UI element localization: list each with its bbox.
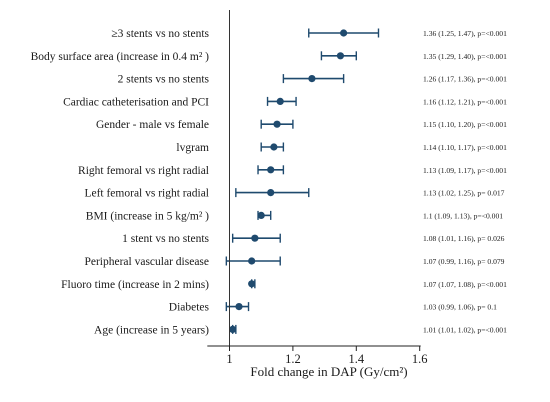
point-estimate — [276, 97, 284, 105]
forest-row: Right femoral vs right radial 1.13 (1.09,… — [78, 165, 507, 177]
forest-row: BMI (increase in 5 kg/m² ) 1.1 (1.09, 1.1… — [86, 210, 503, 222]
estimate-text: 1.07 (0.99, 1.16), p= 0.079 — [423, 257, 505, 266]
estimate-text: 1.07 (1.07, 1.08), p=<0.001 — [423, 280, 507, 289]
estimate-text: 1.35 (1.29, 1.40), p=<0.001 — [423, 52, 507, 61]
row-label: Age (increase in 5 years) — [94, 324, 209, 336]
x-axis-ticks: 1 1.2 1.4 1.6 — [226, 346, 428, 366]
point-estimate — [267, 166, 275, 174]
forest-row: Peripheral vascular disease 1.07 (0.99, 1… — [84, 256, 504, 268]
row-label: 1 stent vs no stents — [122, 233, 209, 245]
estimate-text: 1.15 (1.10, 1.20), p=<0.001 — [423, 120, 507, 129]
point-estimate — [336, 52, 345, 60]
forest-row: ≥3 stents vs no stents 1.36 (1.25, 1.47),… — [111, 28, 507, 40]
forest-row: Left femoral vs right radial 1.13 (1.02, … — [84, 188, 504, 200]
estimate-text: 1.13 (1.09, 1.17), p=<0.001 — [423, 166, 507, 175]
estimate-text: 1.1 (1.09, 1.13), p=<0.001 — [423, 211, 503, 220]
estimate-text: 1.03 (0.99, 1.06), p= 0.1 — [423, 303, 497, 312]
point-estimate — [235, 303, 243, 311]
forest-row: Cardiac catheterisation and PCI 1.16 (1.1… — [63, 96, 507, 108]
point-estimate — [248, 257, 256, 265]
point-estimate — [267, 189, 275, 197]
row-label: Peripheral vascular disease — [84, 256, 209, 268]
x-tick-label: 1.4 — [348, 352, 364, 366]
estimate-text: 1.14 (1.10, 1.17), p=<0.001 — [423, 143, 507, 152]
row-label: BMI (increase in 5 kg/m² ) — [86, 210, 209, 222]
point-estimate — [308, 75, 316, 83]
forest-row: Body surface area (increase in 0.4 m² ) 1… — [31, 51, 508, 63]
row-label: ≥3 stents vs no stents — [111, 28, 209, 40]
forest-row: Diabetes 1.03 (0.99, 1.06), p= 0.1 — [169, 302, 497, 314]
x-axis-title: Fold change in DAP (Gy/cm²) — [250, 364, 407, 379]
row-label: Gender - male vs female — [96, 119, 209, 131]
x-tick-label: 1 — [226, 352, 232, 366]
forest-row: 1 stent vs no stents 1.08 (1.01, 1.16), p… — [122, 233, 505, 245]
estimate-text: 1.16 (1.12, 1.21), p=<0.001 — [423, 97, 507, 106]
estimate-text: 1.26 (1.17, 1.36), p=<0.001 — [423, 75, 507, 84]
estimate-text: 1.01 (1.01, 1.02), p=<0.001 — [423, 325, 507, 334]
x-tick-label: 1.2 — [285, 352, 301, 366]
forest-row: 2 stents vs no stents 1.26 (1.17, 1.36), … — [118, 74, 507, 86]
point-estimate — [257, 211, 265, 219]
forest-rows: ≥3 stents vs no stents 1.36 (1.25, 1.47),… — [31, 28, 508, 336]
row-label: Cardiac catheterisation and PCI — [63, 96, 209, 108]
point-estimate — [270, 143, 278, 151]
x-tick-label: 1.6 — [412, 352, 428, 366]
row-label: Right femoral vs right radial — [78, 165, 209, 177]
estimate-text: 1.36 (1.25, 1.47), p=<0.001 — [423, 29, 507, 38]
forest-row: Age (increase in 5 years) 1.01 (1.01, 1.0… — [94, 324, 507, 336]
estimate-text: 1.13 (1.02, 1.25), p= 0.017 — [423, 189, 505, 198]
forest-row: Gender - male vs female 1.15 (1.10, 1.20)… — [96, 119, 507, 131]
point-estimate — [251, 234, 259, 242]
row-label: lvgram — [176, 142, 209, 154]
forest-row: lvgram 1.14 (1.10, 1.17), p=<0.001 — [176, 142, 507, 154]
forest-row: Fluoro time (increase in 2 mins) 1.07 (1.… — [61, 279, 507, 291]
row-label: Body surface area (increase in 0.4 m² ) — [31, 51, 210, 63]
row-label: Fluoro time (increase in 2 mins) — [61, 279, 209, 291]
point-estimate — [340, 29, 348, 37]
row-label: 2 stents vs no stents — [118, 74, 210, 86]
point-estimate — [229, 325, 237, 333]
row-label: Left femoral vs right radial — [84, 188, 209, 200]
estimate-text: 1.08 (1.01, 1.16), p= 0.026 — [423, 234, 505, 243]
point-estimate — [248, 280, 256, 288]
row-label: Diabetes — [169, 302, 210, 314]
point-estimate — [273, 120, 281, 128]
